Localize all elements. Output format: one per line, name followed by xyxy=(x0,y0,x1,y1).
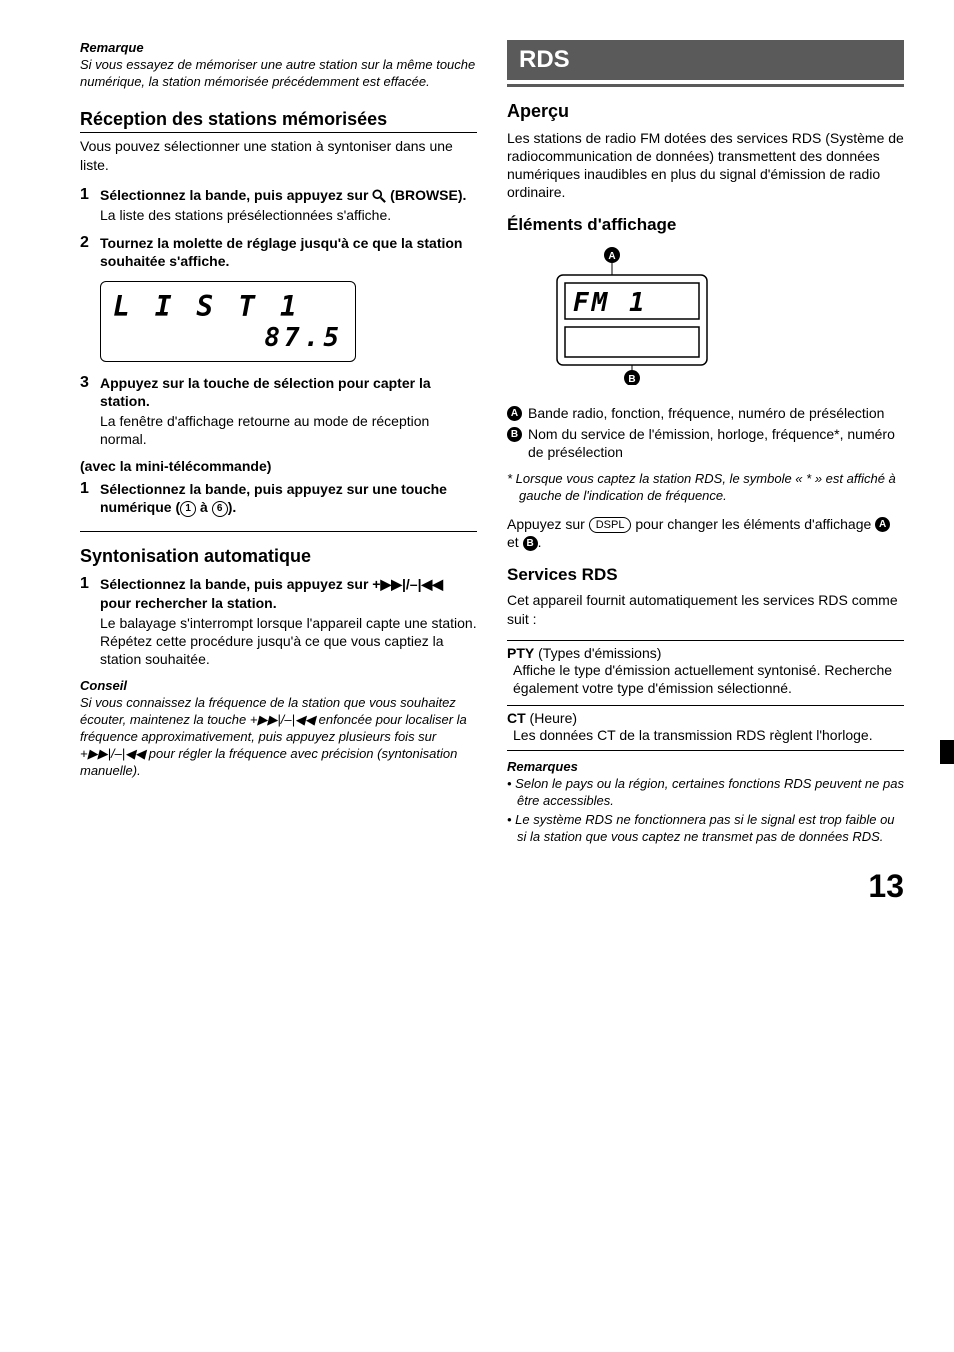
dspl-instruction: Appuyez sur DSPL pour changer les élémen… xyxy=(507,515,904,552)
conseil-heading: Conseil xyxy=(80,678,477,693)
diagram-text: FM 1 xyxy=(573,288,648,318)
display-diagram: A FM 1 B xyxy=(547,245,904,390)
divider xyxy=(80,531,477,532)
reception-title: Réception des stations mémorisées xyxy=(80,109,477,134)
step-heading: Sélectionnez la bande, puis appuyez sur … xyxy=(100,575,477,611)
left-column: Remarque Si vous essayez de mémoriser un… xyxy=(80,40,477,848)
remarque-item: • Selon le pays ou la région, certaines … xyxy=(507,776,904,810)
mini-step-1: 1 Sélectionnez la bande, puis appuyez su… xyxy=(80,480,477,516)
step-heading: Tournez la molette de réglage jusqu'à ce… xyxy=(100,234,477,270)
rds-header: RDS xyxy=(507,40,904,80)
step-number: 1 xyxy=(80,575,100,668)
pty-heading: PTY (Types d'émissions) xyxy=(507,640,904,661)
reception-step-2: 2 Tournez la molette de réglage jusqu'à … xyxy=(80,234,477,270)
lcd-line-2: 87.5 xyxy=(113,323,343,353)
legend-b-text: Nom du service de l'émission, horloge, f… xyxy=(528,425,904,461)
synto-step-1: 1 Sélectionnez la bande, puis appuyez su… xyxy=(80,575,477,668)
ct-body: Les données CT de la transmission RDS rè… xyxy=(507,726,904,751)
legend-a: A Bande radio, fonction, fréquence, numé… xyxy=(507,404,904,422)
step-text: Le balayage s'interrompt lorsque l'appar… xyxy=(100,614,477,669)
legend-b: B Nom du service de l'émission, horloge,… xyxy=(507,425,904,461)
reception-step-1: 1 Sélectionnez la bande, puis appuyez su… xyxy=(80,186,477,224)
remarques-heading: Remarques xyxy=(507,759,904,774)
lcd-line-1: L I S T 1 xyxy=(113,290,343,323)
circle-a-icon: A xyxy=(507,406,522,421)
step-heading: Sélectionnez la bande, puis appuyez sur … xyxy=(100,480,477,516)
page-number: 13 xyxy=(0,868,954,935)
apercu-title: Aperçu xyxy=(507,101,904,125)
rds-rule xyxy=(507,84,904,87)
right-column: RDS Aperçu Les stations de radio FM doté… xyxy=(507,40,904,848)
conseil-body: Si vous connaissez la fréquence de la st… xyxy=(80,695,477,779)
circle-a-inline-icon: A xyxy=(875,517,890,532)
services-title: Services RDS xyxy=(507,565,904,585)
mini-remote-heading: (avec la mini-télécommande) xyxy=(80,458,477,474)
legend-a-text: Bande radio, fonction, fréquence, numéro… xyxy=(528,404,884,422)
pty-body: Affiche le type d'émission actuellement … xyxy=(507,661,904,697)
circle-b-icon: B xyxy=(507,427,522,442)
numkey-6-icon: 6 xyxy=(212,501,228,517)
reception-step-3: 3 Appuyez sur la touche de sélection pou… xyxy=(80,374,477,449)
lcd-display: L I S T 1 87.5 xyxy=(100,281,356,362)
services-intro: Cet appareil fournit automatiquement les… xyxy=(507,591,904,627)
step-number: 1 xyxy=(80,480,100,516)
remarque-item: • Le système RDS ne fonctionnera pas si … xyxy=(507,812,904,846)
label-b-icon: B xyxy=(628,374,635,385)
footnote: * Lorsque vous captez la station RDS, le… xyxy=(507,471,904,505)
step-heading: Sélectionnez la bande, puis appuyez sur … xyxy=(100,186,477,204)
remarque-heading: Remarque xyxy=(80,40,477,55)
syntonisation-title: Syntonisation automatique xyxy=(80,546,477,570)
numkey-1-icon: 1 xyxy=(180,501,196,517)
edge-tab xyxy=(940,740,954,764)
remarques-list: • Selon le pays ou la région, certaines … xyxy=(507,776,904,846)
dspl-key-icon: DSPL xyxy=(589,517,632,533)
apercu-body: Les stations de radio FM dotées des serv… xyxy=(507,129,904,202)
step-number: 3 xyxy=(80,374,100,449)
step-heading: Appuyez sur la touche de sélection pour … xyxy=(100,374,477,410)
label-a-icon: A xyxy=(608,251,615,262)
step-text: La fenêtre d'affichage retourne au mode … xyxy=(100,412,477,448)
ct-heading: CT (Heure) xyxy=(507,705,904,726)
magnify-icon xyxy=(372,189,386,203)
remarque-body: Si vous essayez de mémoriser une autre s… xyxy=(80,57,477,91)
reception-intro: Vous pouvez sélectionner une station à s… xyxy=(80,137,477,173)
elements-title: Éléments d'affichage xyxy=(507,215,904,235)
step-number: 2 xyxy=(80,234,100,270)
step-number: 1 xyxy=(80,186,100,224)
step-text: La liste des stations présélectionnées s… xyxy=(100,206,477,224)
page-content: Remarque Si vous essayez de mémoriser un… xyxy=(0,0,954,868)
circle-b-inline-icon: B xyxy=(523,536,538,551)
